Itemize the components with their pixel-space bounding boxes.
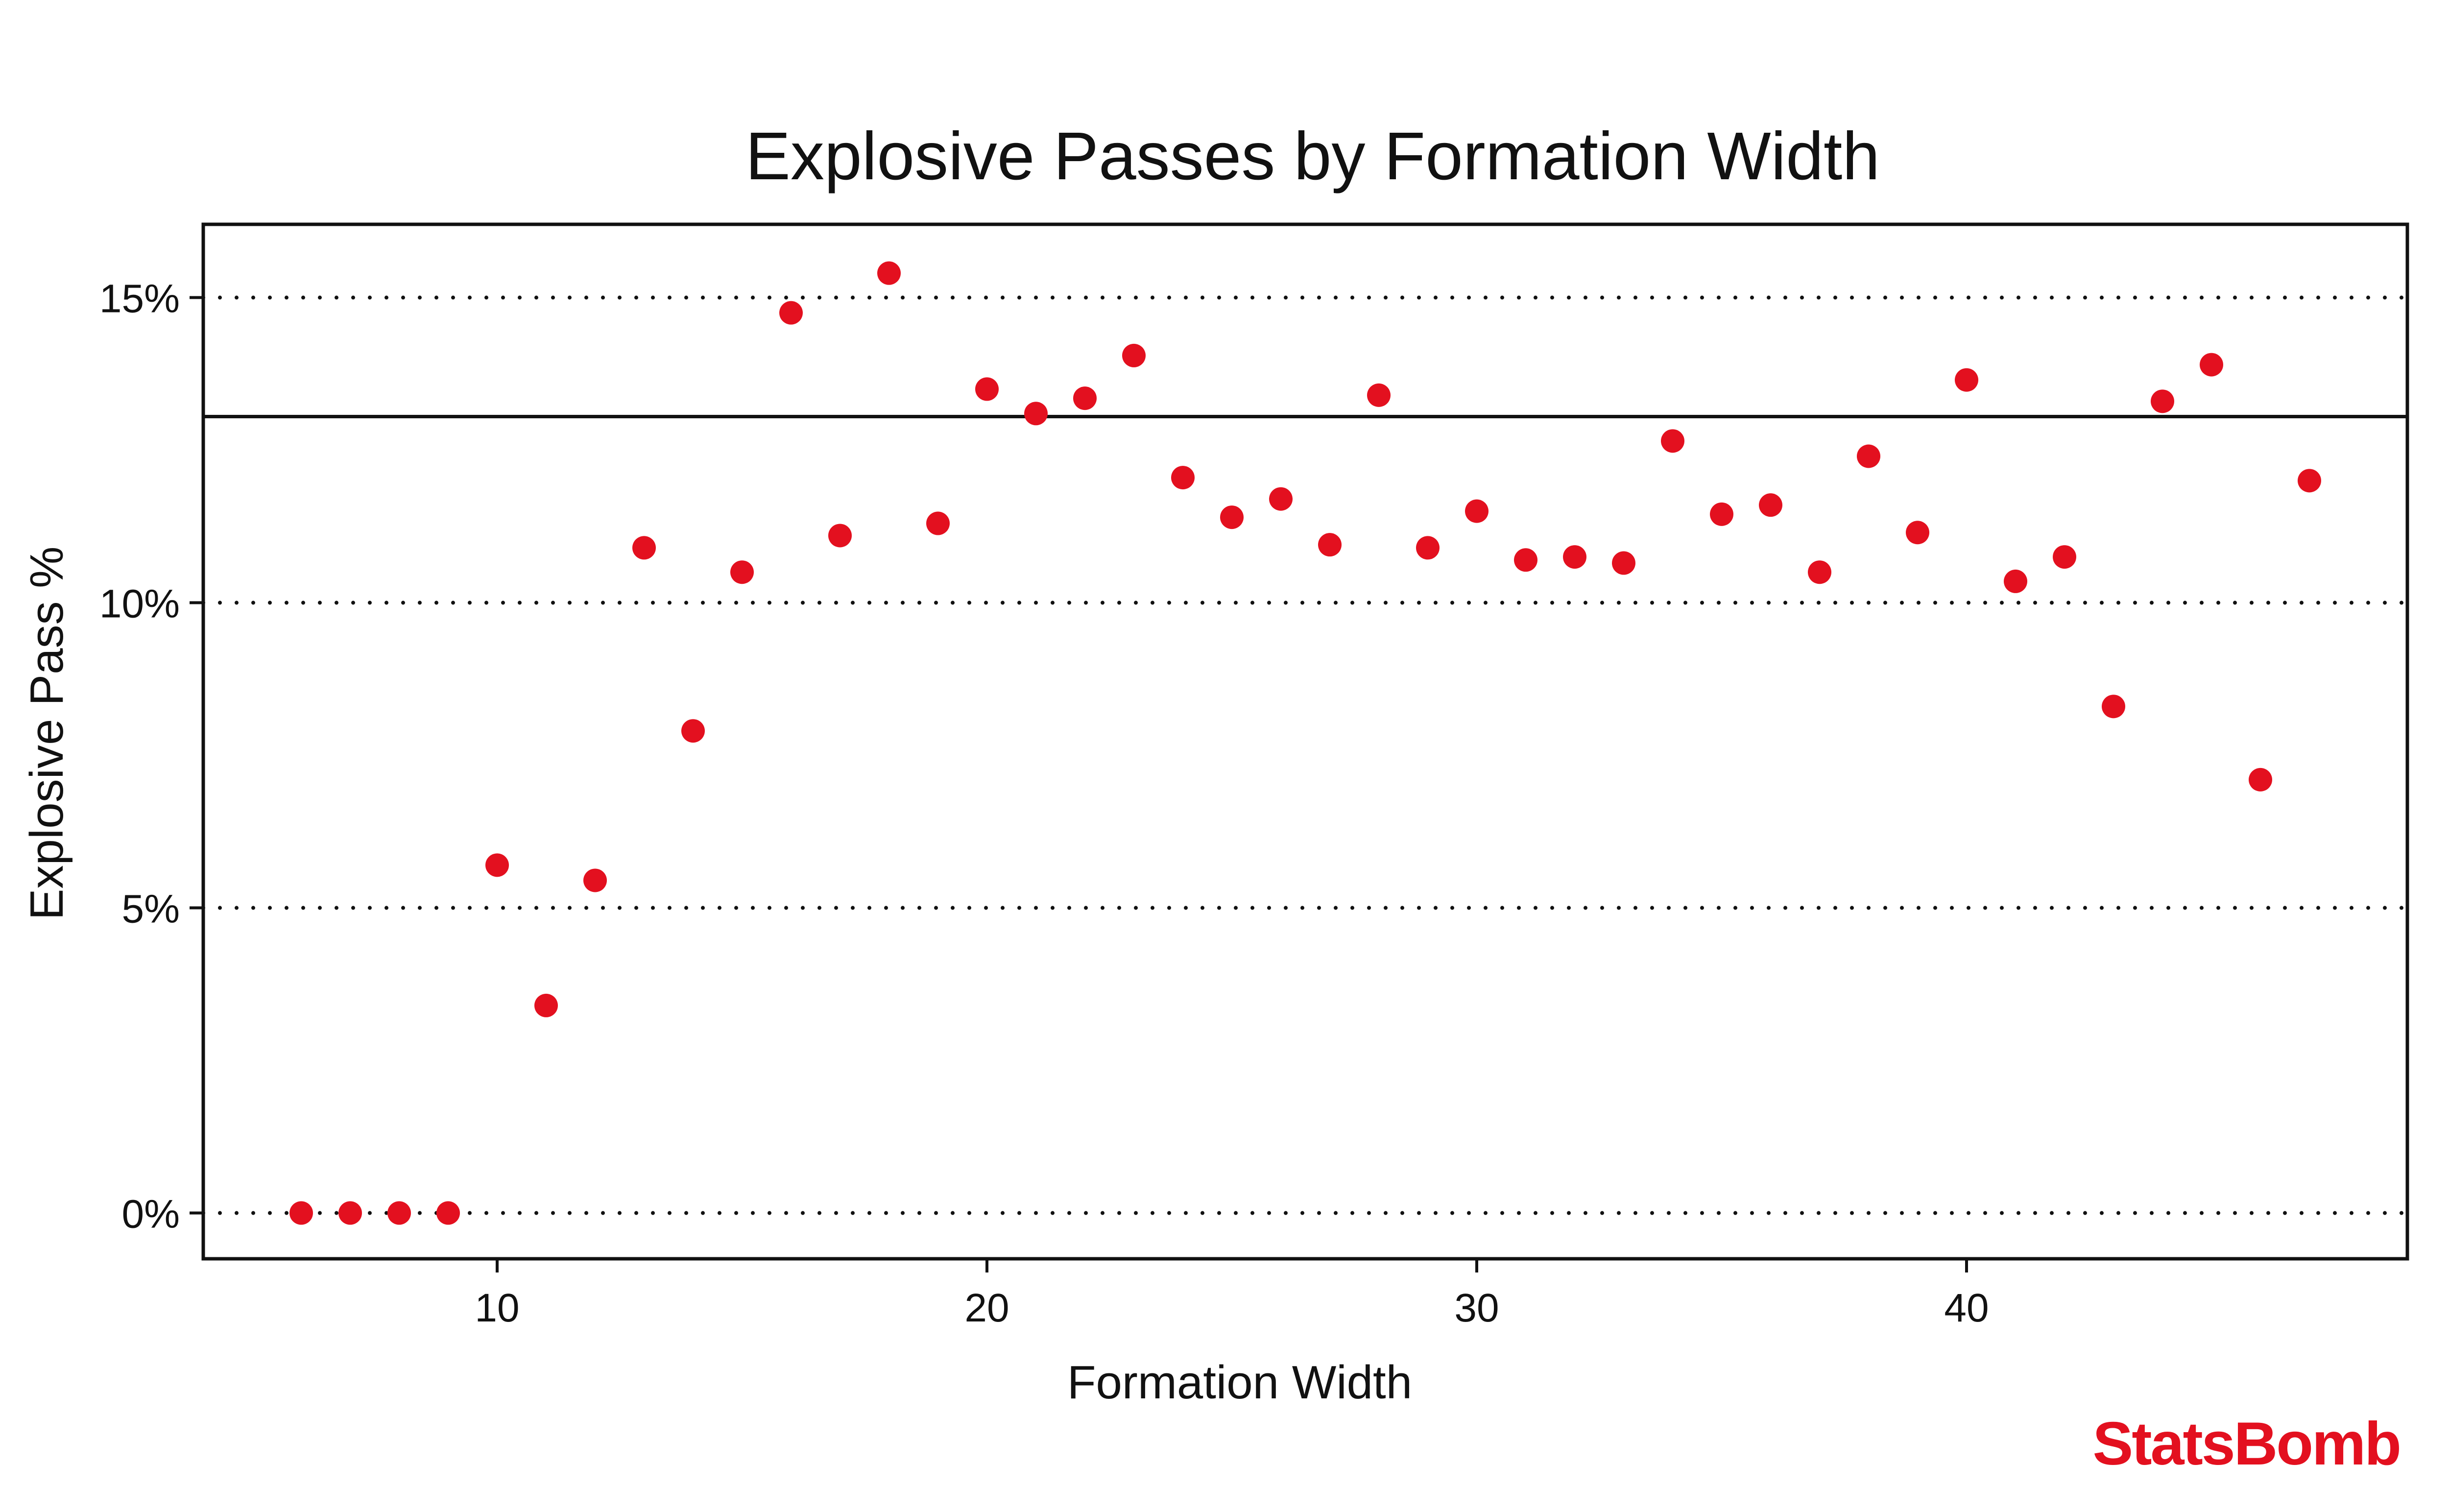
data-point (1759, 493, 1782, 517)
data-point (730, 560, 754, 584)
data-point (1808, 560, 1831, 584)
data-point (681, 719, 705, 743)
data-point (583, 868, 607, 892)
data-point (485, 853, 509, 877)
data-point (1661, 429, 1684, 453)
data-point (387, 1201, 411, 1225)
data-point (1710, 502, 1733, 526)
data-point (1612, 551, 1635, 575)
data-point (1563, 545, 1586, 569)
data-point (2249, 768, 2272, 792)
gridlines (201, 295, 2409, 1215)
data-point (2053, 545, 2076, 569)
y-axis-label: Explosive Pass % (21, 547, 73, 920)
x-tick-label: 30 (1454, 1286, 1499, 1330)
x-axis-label: Formation Width (1067, 1356, 1412, 1409)
data-point (779, 301, 803, 325)
data-point (1514, 548, 1537, 572)
data-point (1269, 487, 1293, 511)
x-tick-label: 40 (1944, 1286, 1989, 1330)
data-point (926, 511, 950, 535)
data-point (1024, 402, 1048, 426)
data-point (1465, 499, 1489, 523)
data-point (2151, 389, 2174, 413)
data-point (1857, 444, 1880, 468)
data-point (828, 524, 852, 548)
data-point (1955, 368, 1978, 392)
x-axis: 10 20 30 40 (475, 1259, 1989, 1330)
x-tick-label: 20 (964, 1286, 1009, 1330)
y-tick-label: 0% (121, 1192, 180, 1237)
y-axis: 0% 5% 10% 15% (99, 277, 203, 1237)
data-point (1073, 386, 1097, 410)
plot-frame (201, 222, 2409, 1261)
data-point (1906, 521, 1929, 545)
data-point (2004, 569, 2027, 593)
data-point (338, 1201, 362, 1225)
data-point (1220, 505, 1244, 529)
y-tick-label: 15% (99, 277, 180, 321)
y-tick-label: 10% (99, 582, 180, 626)
data-point (1318, 533, 1342, 557)
data-point (1367, 383, 1391, 407)
x-tick-label: 10 (475, 1286, 519, 1330)
data-point (289, 1201, 313, 1225)
data-point (877, 261, 901, 285)
data-point (436, 1201, 460, 1225)
data-point (2298, 469, 2321, 493)
data-point (534, 993, 558, 1017)
data-point (1416, 536, 1440, 560)
y-tick-label: 5% (121, 887, 180, 932)
data-point (1122, 343, 1146, 367)
data-points (289, 261, 2321, 1225)
data-point (975, 377, 999, 401)
chart-title: Explosive Passes by Formation Width (745, 119, 1880, 194)
data-point (632, 536, 656, 560)
statsbomb-logo: StatsBomb (2092, 1410, 2400, 1478)
data-point (2102, 695, 2125, 719)
data-point (2200, 353, 2223, 377)
data-point (1171, 466, 1195, 490)
